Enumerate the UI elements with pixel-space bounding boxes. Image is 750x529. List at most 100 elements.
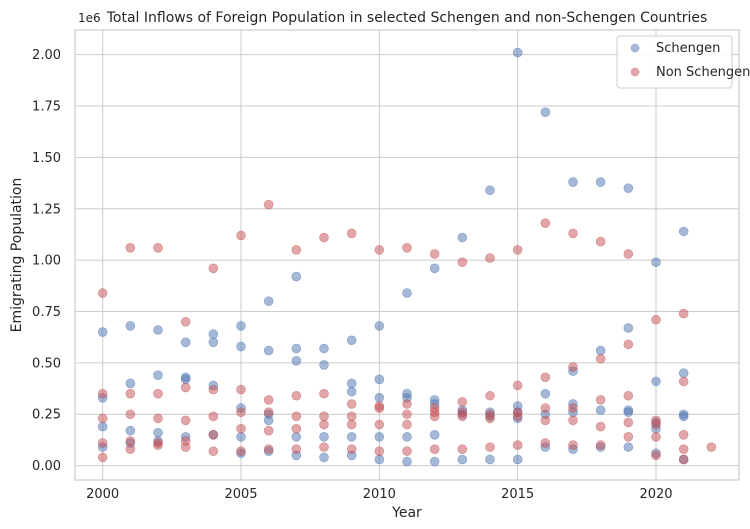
data-point (623, 249, 634, 259)
data-point (678, 226, 689, 237)
legend-box (616, 35, 733, 89)
y-tick-label: 1.00 (32, 254, 61, 269)
data-point (208, 263, 219, 274)
data-point (623, 183, 634, 194)
data-point (125, 425, 136, 436)
data-point (540, 388, 551, 399)
data-point (319, 419, 329, 430)
y-tick-label: 1.50 (32, 151, 61, 166)
data-point (651, 450, 661, 461)
data-point (346, 378, 357, 389)
data-point (263, 415, 274, 426)
x-tick-label: 2000 (86, 487, 119, 502)
data-point (291, 356, 302, 366)
data-point (319, 411, 329, 422)
data-point (153, 243, 163, 253)
data-point (125, 321, 136, 331)
chart-title: Total Inflows of Foreign Population in s… (106, 10, 708, 26)
y-tick-label: 2.00 (32, 48, 61, 63)
data-point (540, 372, 551, 383)
data-point (595, 353, 606, 364)
data-point (236, 321, 246, 331)
data-point (374, 374, 385, 385)
data-point (402, 288, 412, 298)
y-axis-label: Emigrating Population (9, 178, 25, 333)
data-point (346, 335, 357, 346)
data-point (97, 452, 108, 463)
data-point (540, 403, 551, 413)
data-point (346, 444, 357, 454)
data-point (208, 446, 219, 457)
data-point (568, 228, 578, 239)
data-point (678, 429, 689, 440)
x-tick-label: 2015 (501, 487, 534, 502)
series-non-schengen (97, 199, 717, 465)
data-point (125, 409, 136, 420)
data-point (402, 456, 412, 467)
data-point (568, 177, 578, 187)
data-point (568, 415, 578, 426)
data-point (651, 419, 661, 430)
data-point (540, 218, 551, 228)
data-point (291, 343, 302, 354)
data-point (291, 411, 302, 422)
data-point (678, 444, 689, 454)
data-point (623, 390, 634, 401)
legend: Schengen Non Schengen (616, 35, 750, 89)
data-point (153, 325, 163, 335)
data-point (208, 411, 219, 422)
data-point (291, 245, 302, 255)
data-point (402, 409, 412, 420)
data-point (512, 380, 523, 391)
data-point (485, 413, 495, 424)
data-point (651, 314, 661, 325)
data-point (512, 411, 523, 422)
y-offset-label: 1e6 (78, 11, 101, 25)
data-point (678, 411, 689, 422)
data-point (706, 442, 717, 452)
data-point (623, 339, 634, 350)
data-points (97, 47, 717, 467)
data-point (595, 421, 606, 432)
data-point (263, 444, 274, 454)
tick-labels: 2000 2005 2010 2015 2020 0.00 0.25 0.50 0.75 1.00… (32, 48, 673, 502)
data-point (623, 442, 634, 452)
data-point (457, 232, 468, 243)
data-point (125, 388, 136, 399)
data-point (263, 296, 274, 307)
data-point (236, 384, 246, 395)
data-point (374, 245, 385, 255)
data-point (595, 395, 606, 405)
data-point (512, 47, 523, 58)
y-tick-label: 1.75 (32, 100, 61, 115)
data-point (97, 421, 108, 432)
data-point (374, 321, 385, 331)
data-point (97, 388, 108, 399)
data-point (457, 454, 468, 465)
data-point (263, 425, 274, 436)
data-point (125, 378, 136, 389)
data-point (595, 405, 606, 415)
data-point (429, 456, 440, 467)
data-point (125, 243, 136, 253)
x-tick-label: 2010 (363, 487, 396, 502)
data-point (346, 419, 357, 430)
data-point (236, 423, 246, 434)
data-point (512, 245, 523, 255)
data-point (263, 199, 274, 210)
data-point (457, 257, 468, 267)
data-point (429, 444, 440, 454)
data-point (236, 446, 246, 457)
data-point (402, 419, 412, 430)
data-point (485, 185, 495, 196)
data-point (291, 432, 302, 442)
data-point (540, 415, 551, 426)
data-point (97, 327, 108, 337)
legend-label-schengen: Schengen (656, 41, 720, 56)
data-point (540, 438, 551, 448)
data-point (153, 427, 163, 438)
legend-marker-schengen (630, 43, 640, 53)
data-point (125, 444, 136, 454)
data-point (374, 393, 385, 403)
